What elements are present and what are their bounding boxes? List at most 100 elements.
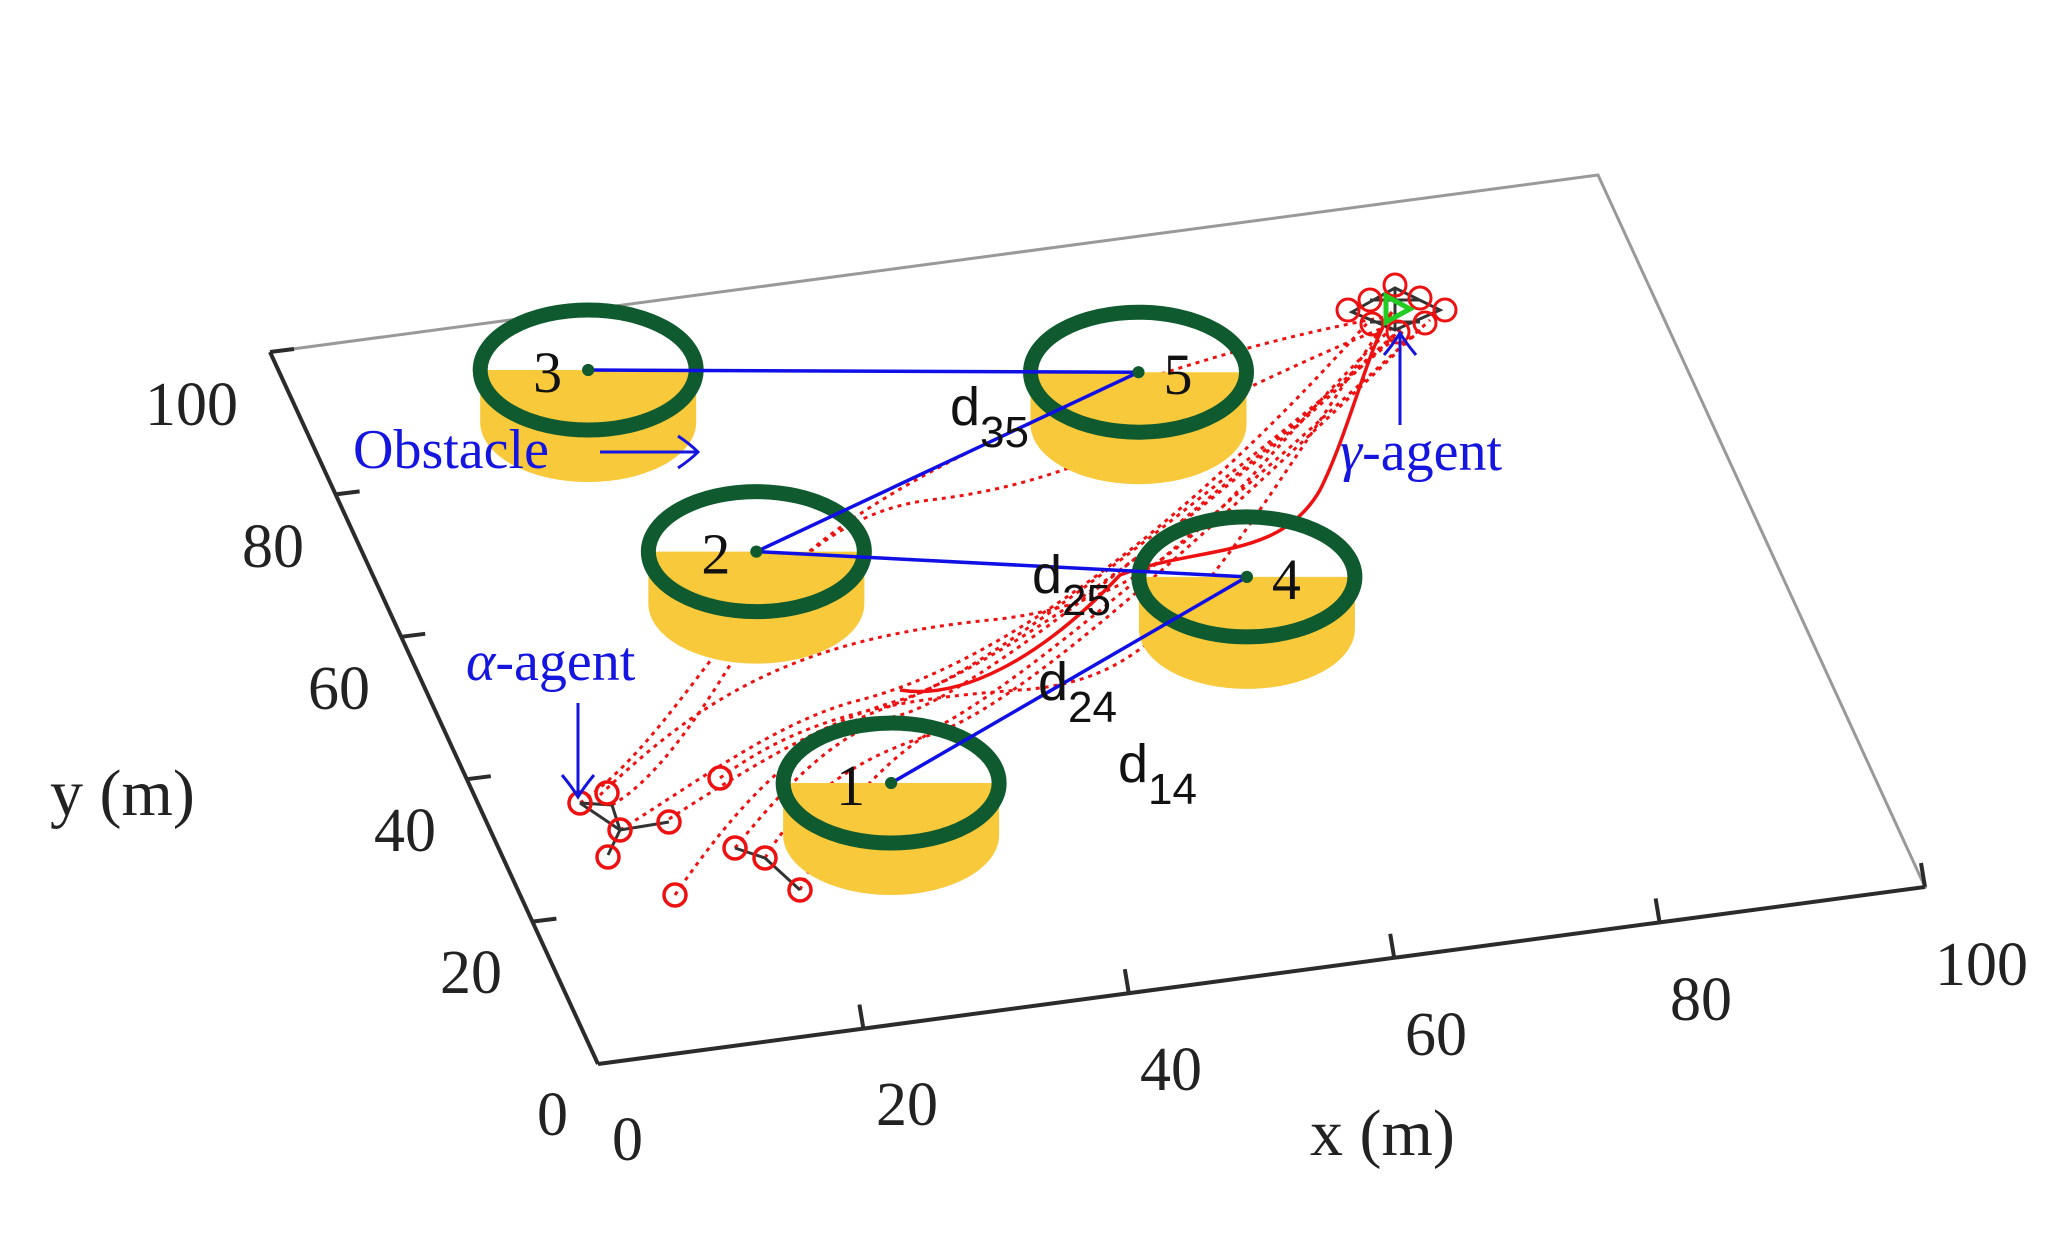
agent-link xyxy=(734,846,766,860)
y-tick-mark xyxy=(532,916,557,924)
obstacle-label-5: 5 xyxy=(1164,342,1193,407)
agent-link xyxy=(606,829,622,856)
x-tick-mark xyxy=(1919,862,1927,888)
y-tick-mark xyxy=(466,774,492,782)
distance-link-14 xyxy=(890,575,1248,785)
distance-link-35 xyxy=(588,368,1139,374)
gamma-agent-marker xyxy=(1383,291,1416,327)
alpha-agent-marker xyxy=(722,835,748,861)
x-tick-labels: 0 20 40 60 80 100 xyxy=(612,931,2028,1174)
y-tick-label: 100 xyxy=(145,371,238,439)
distance-label-d24: d24 xyxy=(1038,652,1117,732)
y-tick-label: 60 xyxy=(308,655,370,723)
x-tick-mark xyxy=(857,1004,866,1029)
obstacle-label-2: 2 xyxy=(701,522,730,587)
obstacles xyxy=(472,302,1363,896)
x-tick-label: 60 xyxy=(1405,1001,1467,1069)
y-tick-label: 0 xyxy=(537,1081,568,1149)
trajectory-path xyxy=(798,318,1432,891)
agent-link xyxy=(579,801,621,832)
obstacle-1 xyxy=(775,715,1007,896)
annotations xyxy=(560,330,1418,800)
cluster-agent-marker xyxy=(1407,285,1433,311)
cluster-agent-marker xyxy=(1382,272,1408,298)
agent-link xyxy=(619,820,670,832)
axis-ticks xyxy=(269,347,1927,1029)
alpha-arrow-head xyxy=(560,774,596,800)
trajectory-path-gamma xyxy=(899,310,1394,694)
alpha-agent-marker xyxy=(607,817,633,843)
cluster-agent-marker xyxy=(1412,310,1438,336)
y-tick-mark xyxy=(400,631,426,639)
agent-link xyxy=(610,804,622,831)
cluster-agent-marker xyxy=(1432,297,1458,323)
y-tick-labels: 0 20 40 60 80 100 xyxy=(145,371,568,1149)
x-axis-line xyxy=(597,885,1926,1066)
distance-label-d14: d14 xyxy=(1118,734,1197,814)
y-tick-mark xyxy=(335,489,360,497)
alpha-agent-marker xyxy=(662,882,688,908)
y-axis-line xyxy=(268,351,600,1065)
alpha-agent-marker xyxy=(656,809,682,835)
obstacle-5 xyxy=(1023,304,1255,485)
agent-link xyxy=(763,856,802,892)
trajectory-path xyxy=(619,319,1372,832)
obstacle-label-1: 1 xyxy=(836,753,865,818)
trajectory-path xyxy=(668,328,1406,821)
cluster-agent-marker xyxy=(1335,297,1361,323)
obstacle-center-dot xyxy=(750,545,763,558)
obstacle-center-dot xyxy=(1132,366,1145,379)
alpha-agent-marker xyxy=(787,877,813,903)
distance-link-25 xyxy=(755,370,1140,554)
alpha-agent-annotation: α-agent xyxy=(466,631,636,693)
obstacle-arrow-head xyxy=(677,434,701,470)
cluster-markers xyxy=(1335,272,1458,345)
distance-links xyxy=(582,364,1253,790)
x-tick-mark xyxy=(1122,968,1131,994)
x-tick-mark xyxy=(1388,933,1397,959)
y-tick-mark xyxy=(269,347,295,354)
obstacle-labels: 1 2 3 4 5 xyxy=(533,340,1301,818)
alpha-agent-marker xyxy=(707,765,733,791)
x-tick-label: 40 xyxy=(1140,1036,1202,1104)
distance-link-24 xyxy=(756,549,1247,579)
cluster-agent-marker xyxy=(1359,311,1385,337)
cluster-agent-marker xyxy=(1385,319,1411,345)
trajectory-path xyxy=(733,318,1412,849)
x-tick-label: 80 xyxy=(1670,966,1732,1034)
obstacle-ring xyxy=(775,715,1007,851)
obstacle-ring xyxy=(640,484,872,620)
obstacle-ring xyxy=(1131,509,1363,645)
alpha-agents xyxy=(567,765,813,908)
y-tick-label: 80 xyxy=(242,513,304,581)
distance-label-d35: d35 xyxy=(950,377,1029,457)
y-axis-label: y (m) xyxy=(50,757,195,830)
y-tick-label: 40 xyxy=(374,797,436,865)
distance-labels: d14 d24 d25 d35 xyxy=(950,377,1197,814)
x-tick-label: 20 xyxy=(876,1071,938,1139)
x-axis-label: x (m) xyxy=(1310,1097,1455,1170)
gamma-agent-annotation: γ-agent xyxy=(1340,421,1502,483)
x-tick-mark xyxy=(1653,898,1662,923)
cluster-agent-marker xyxy=(1357,287,1383,313)
obstacle-center-dot xyxy=(1240,570,1253,583)
x-tick-label: 100 xyxy=(1935,931,2028,999)
agent-markers xyxy=(567,765,813,908)
obstacle-center-dot xyxy=(885,777,898,790)
distance-label-d25: d25 xyxy=(1032,545,1111,625)
gamma-arrow-head xyxy=(1382,330,1418,356)
obstacle-2 xyxy=(640,484,872,664)
trajectory-path xyxy=(763,328,1422,859)
alpha-agent-marker xyxy=(595,844,621,870)
alpha-agent-marker xyxy=(594,780,620,806)
obstacle-label-3: 3 xyxy=(533,340,562,405)
x-tick-label: 0 xyxy=(612,1106,643,1174)
obstacle-4 xyxy=(1131,509,1363,689)
y-tick-label: 20 xyxy=(440,939,502,1007)
obstacle-center-dot xyxy=(582,364,595,377)
obstacle-label-4: 4 xyxy=(1272,547,1301,612)
obstacle-annotation: Obstacle xyxy=(353,419,549,481)
gamma-cluster xyxy=(1335,272,1458,345)
alpha-agent-marker xyxy=(752,845,778,871)
